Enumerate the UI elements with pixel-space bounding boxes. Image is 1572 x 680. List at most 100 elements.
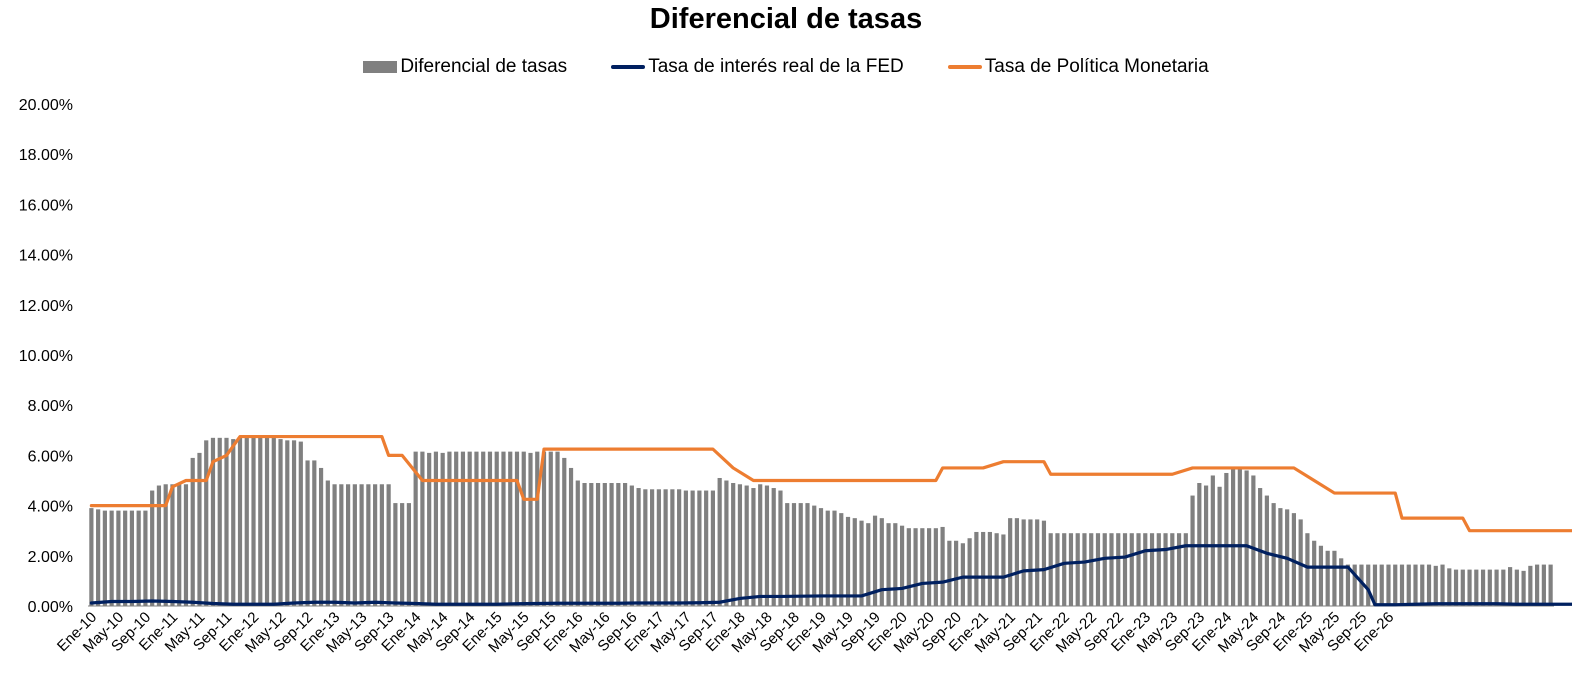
bar bbox=[1467, 569, 1472, 606]
bar bbox=[494, 451, 499, 606]
bar bbox=[1332, 550, 1337, 606]
bar bbox=[1453, 569, 1459, 606]
bar bbox=[1420, 564, 1425, 606]
bar bbox=[954, 540, 959, 606]
bar bbox=[818, 508, 824, 606]
bar bbox=[1501, 569, 1506, 606]
bar bbox=[899, 525, 905, 606]
bar bbox=[1082, 533, 1087, 606]
y-tick-label: 0.00% bbox=[28, 599, 73, 616]
bar bbox=[967, 538, 972, 606]
bar bbox=[1170, 533, 1175, 606]
bar bbox=[1102, 533, 1107, 606]
bar bbox=[893, 523, 898, 606]
bar bbox=[764, 485, 770, 606]
bar bbox=[1109, 533, 1114, 606]
bar bbox=[758, 484, 763, 606]
bar bbox=[933, 528, 938, 606]
bar bbox=[318, 467, 324, 606]
bar bbox=[535, 451, 540, 606]
bar bbox=[204, 440, 209, 606]
bar bbox=[1433, 565, 1438, 606]
bar bbox=[1339, 558, 1344, 606]
bar bbox=[1528, 565, 1533, 606]
bar bbox=[454, 451, 459, 606]
bar bbox=[568, 467, 574, 606]
bar bbox=[96, 509, 101, 606]
bar bbox=[1507, 567, 1513, 606]
bar bbox=[89, 508, 94, 606]
bar bbox=[825, 510, 830, 606]
bar bbox=[393, 503, 398, 606]
bar bbox=[785, 503, 790, 606]
bar bbox=[514, 451, 520, 606]
bar bbox=[1379, 564, 1384, 606]
bar bbox=[791, 503, 797, 606]
bar bbox=[1122, 533, 1128, 606]
bar bbox=[1345, 564, 1351, 606]
bar bbox=[1426, 564, 1432, 606]
bar bbox=[1048, 533, 1053, 606]
bar bbox=[1244, 470, 1249, 606]
bar bbox=[595, 483, 601, 606]
bar bbox=[1372, 564, 1378, 606]
y-tick-label: 2.00% bbox=[28, 549, 73, 566]
bar bbox=[352, 484, 357, 606]
series-line-tpm bbox=[89, 434, 1572, 533]
y-tick-label: 12.00% bbox=[19, 298, 73, 315]
legend-item-diferencial: Diferencial de tasas bbox=[363, 56, 567, 78]
bar bbox=[1129, 533, 1134, 606]
bar bbox=[960, 543, 965, 606]
bar bbox=[1312, 540, 1317, 606]
bar bbox=[913, 528, 918, 606]
bar bbox=[771, 488, 776, 606]
bar bbox=[622, 483, 628, 606]
bar bbox=[183, 484, 189, 606]
y-tick-label: 4.00% bbox=[28, 499, 73, 516]
bar bbox=[1149, 533, 1155, 606]
bar bbox=[1318, 545, 1324, 606]
bar bbox=[460, 451, 466, 606]
bar bbox=[731, 483, 736, 606]
bar bbox=[501, 451, 506, 606]
bar bbox=[1494, 569, 1499, 606]
bar bbox=[744, 485, 749, 606]
bar bbox=[1440, 564, 1445, 606]
bar bbox=[231, 439, 236, 606]
bar bbox=[1258, 488, 1263, 606]
bar bbox=[798, 503, 803, 606]
bar bbox=[521, 451, 526, 606]
bar bbox=[1210, 475, 1215, 606]
bar bbox=[1068, 533, 1074, 606]
bar bbox=[1393, 564, 1398, 606]
bar bbox=[582, 483, 587, 606]
bar bbox=[1062, 533, 1067, 606]
bar bbox=[724, 480, 729, 606]
legend-swatch-bar bbox=[363, 61, 398, 73]
bar bbox=[1541, 564, 1546, 606]
bar bbox=[859, 520, 864, 606]
bar bbox=[237, 437, 243, 606]
bar bbox=[373, 484, 378, 606]
bar bbox=[116, 510, 121, 606]
bar bbox=[683, 490, 688, 606]
bar bbox=[156, 485, 162, 606]
bar bbox=[1035, 519, 1040, 606]
bar bbox=[1406, 564, 1411, 606]
bar bbox=[508, 451, 513, 606]
bar bbox=[1001, 534, 1006, 606]
bar bbox=[400, 503, 405, 606]
y-tick-label: 10.00% bbox=[19, 348, 73, 365]
bar bbox=[197, 452, 202, 606]
bar bbox=[163, 484, 168, 606]
bar bbox=[1136, 533, 1141, 606]
bar bbox=[339, 484, 344, 606]
bar bbox=[926, 528, 932, 606]
bar bbox=[190, 457, 195, 606]
bar bbox=[616, 483, 621, 606]
bar bbox=[1224, 472, 1229, 606]
bar bbox=[609, 483, 614, 606]
y-tick-label: 8.00% bbox=[28, 398, 73, 415]
